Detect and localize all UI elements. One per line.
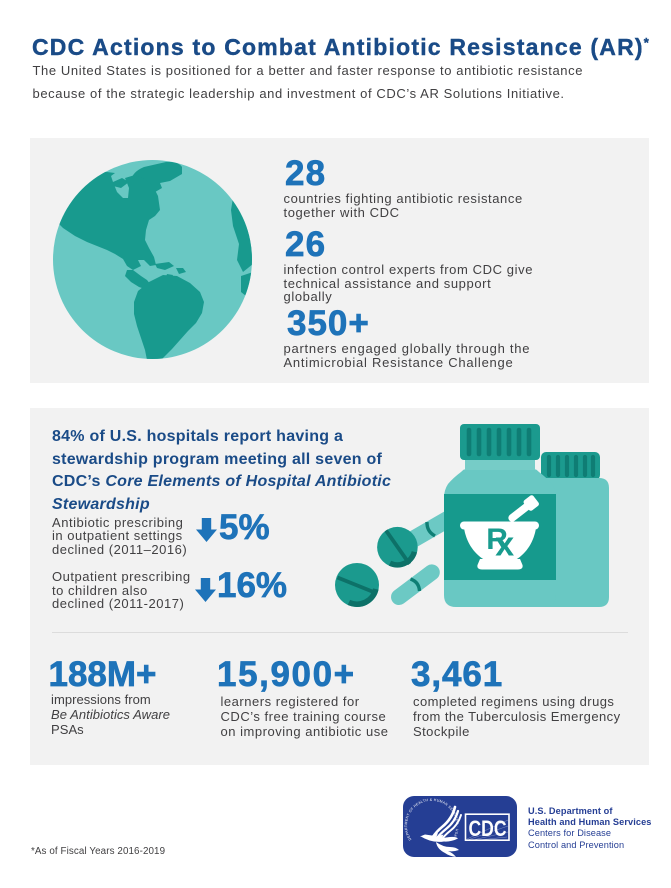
svg-text:x: x bbox=[495, 526, 514, 564]
svg-text:R: R bbox=[486, 523, 508, 556]
svg-text:CDC: CDC bbox=[469, 816, 507, 841]
